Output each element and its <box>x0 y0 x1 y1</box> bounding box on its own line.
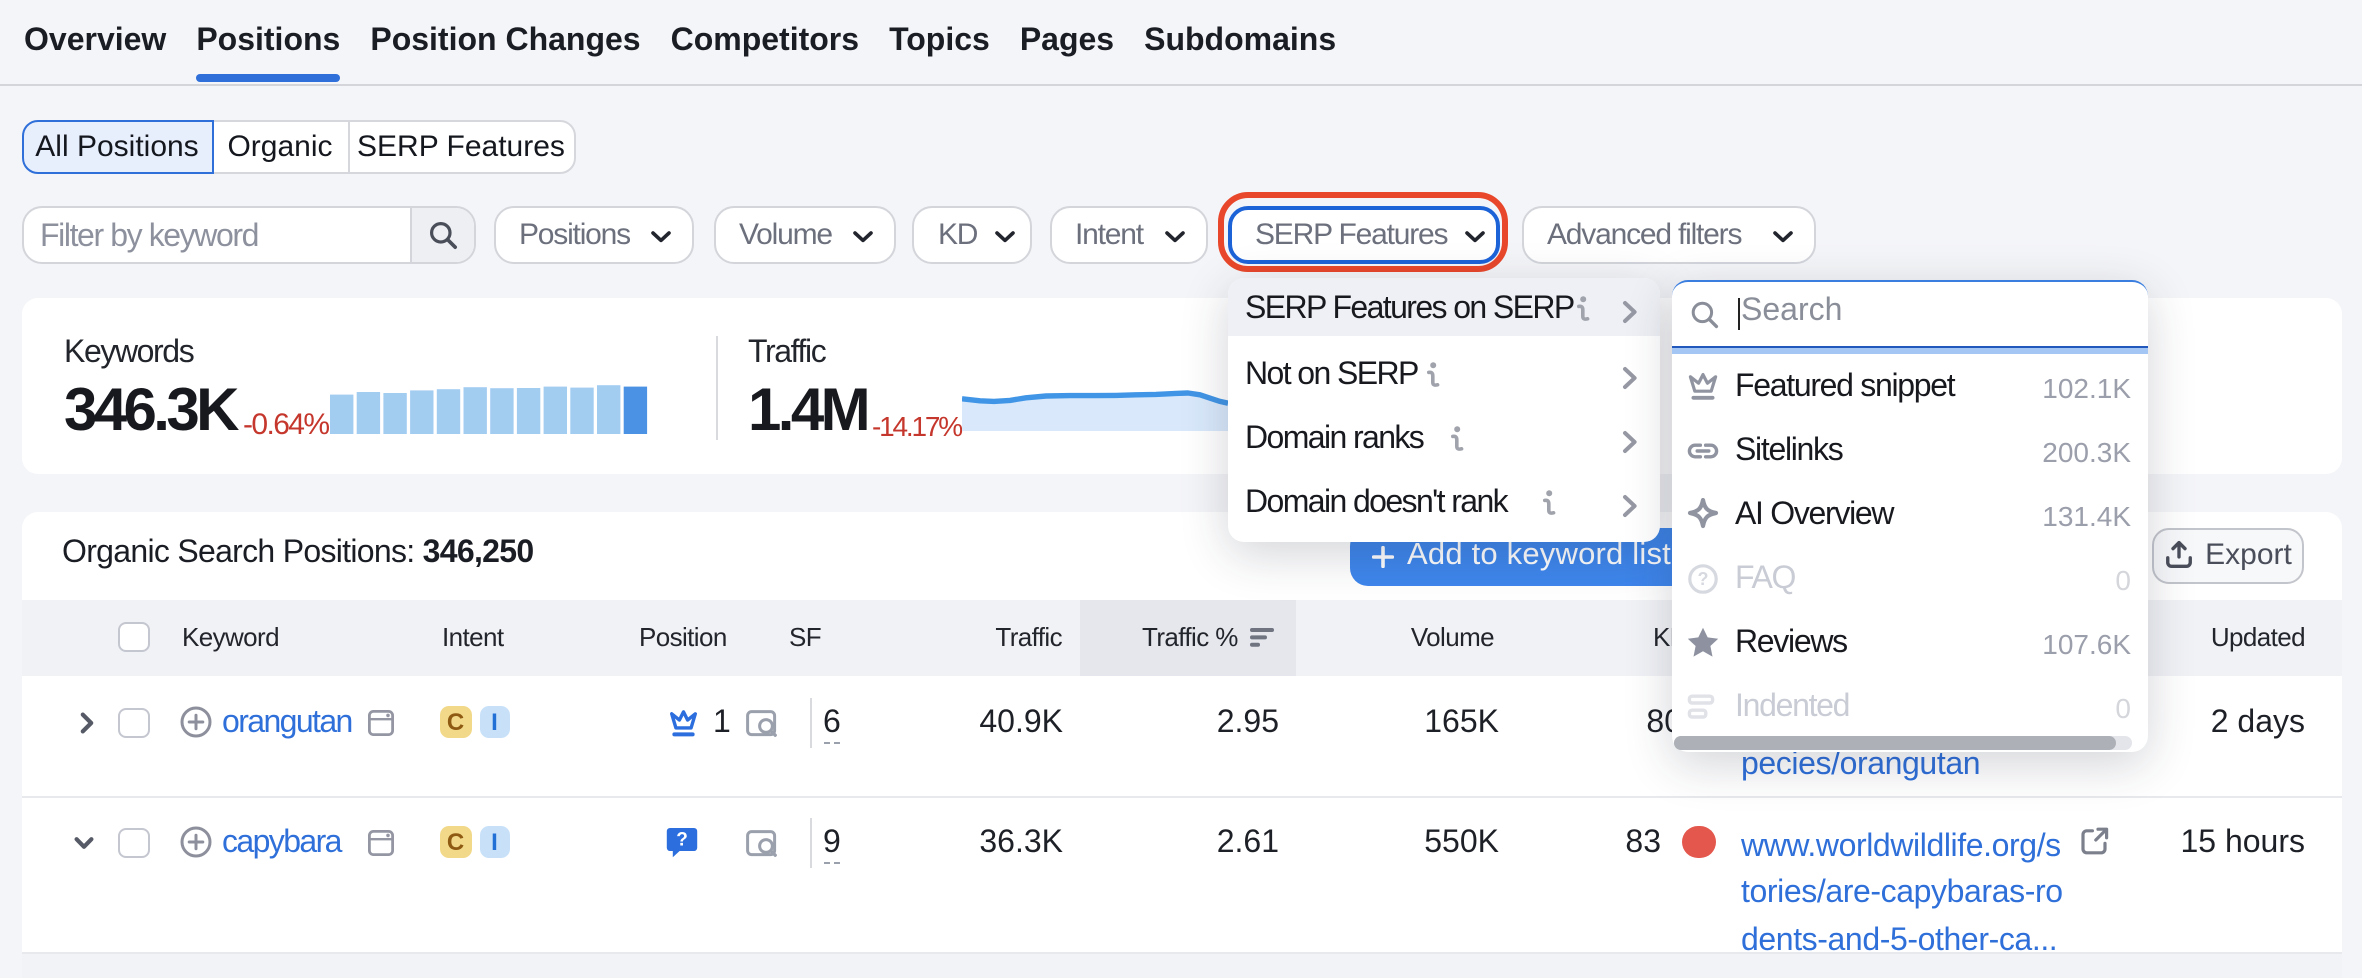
svg-text:?: ? <box>675 829 687 850</box>
svg-text:?: ? <box>1697 569 1708 589</box>
